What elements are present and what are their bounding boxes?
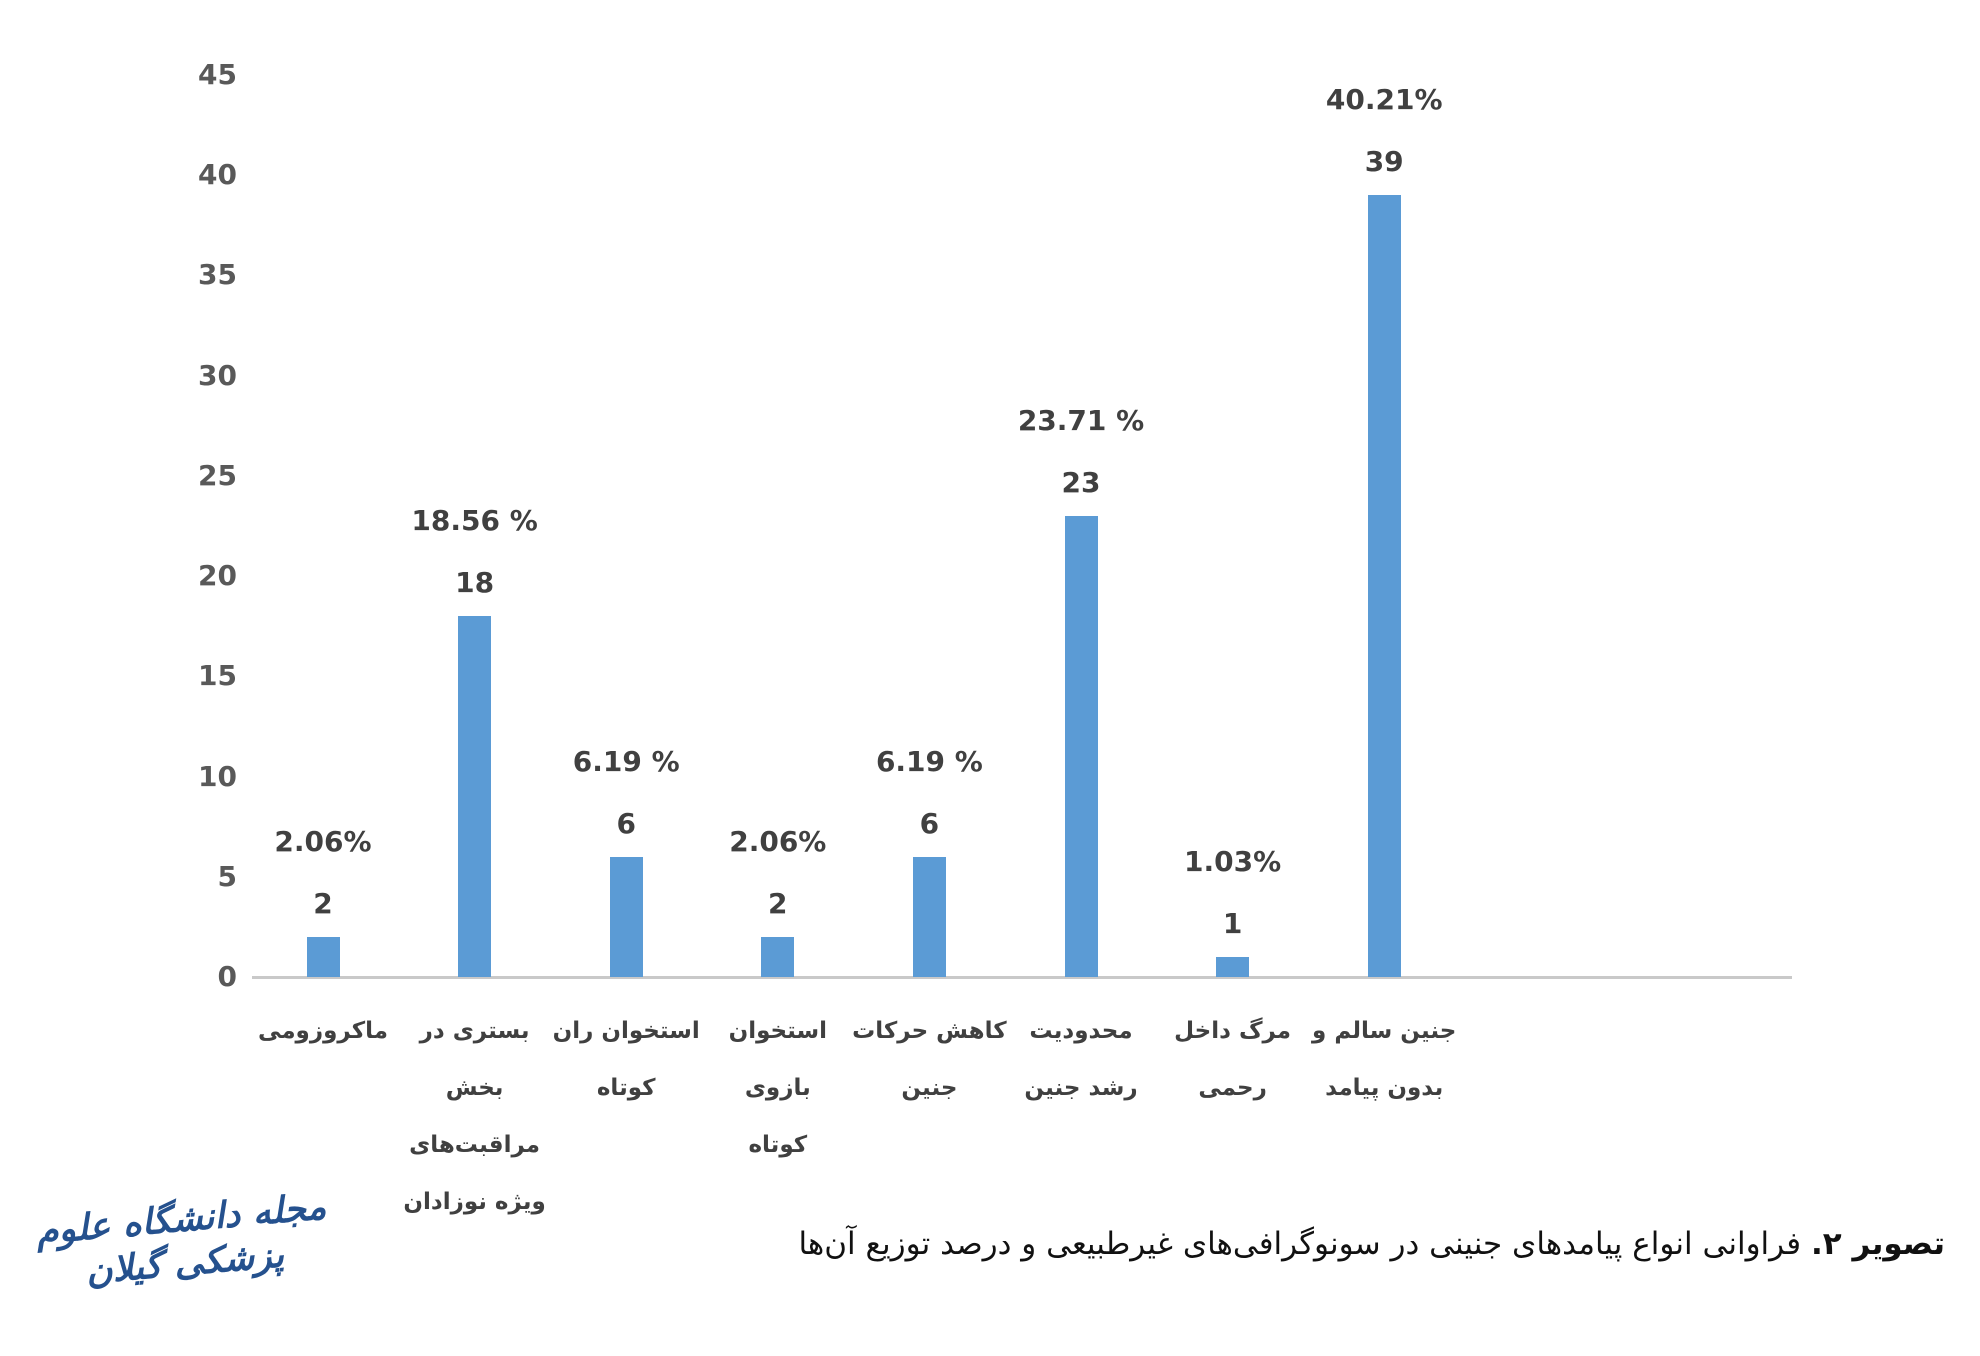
category-label: ماکروزومی — [258, 1018, 388, 1044]
y-tick-label: 0 — [217, 960, 237, 993]
bar-count-label: 18 — [455, 566, 495, 600]
bar-percent-label: 18.56 % — [411, 504, 538, 538]
bar — [458, 616, 492, 977]
figure-caption: تصویر ۲. فراوانی انواع پیامدهای جنینی در… — [798, 1222, 1945, 1266]
category-label: استخوان ران کوتاه — [552, 1018, 700, 1101]
bar-percent-label: 6.19 % — [875, 744, 983, 778]
bar-percent-label: 40.21% — [1325, 83, 1443, 117]
y-tick-label: 35 — [198, 258, 237, 292]
y-tick-label: 10 — [198, 759, 237, 793]
bar — [1367, 195, 1401, 977]
y-tick-label: 30 — [198, 358, 237, 392]
category-label: بستری در بخش مراقبت‌های ویژه نوزادان — [403, 1018, 546, 1215]
journal-logo: مجله دانشگاه علوم پزشکی گیلان — [34, 1186, 328, 1293]
bar — [1216, 956, 1250, 977]
bar — [912, 856, 946, 977]
category-label: استخوان بازوی کوتاه — [728, 1018, 827, 1158]
bar-count-label: 39 — [1364, 145, 1404, 179]
caption-number: تصویر ۲. — [1810, 1226, 1945, 1262]
category-label: مرگ داخل رحمی — [1174, 1018, 1292, 1101]
y-tick-label: 15 — [198, 659, 237, 693]
bar-count-label: 6 — [616, 806, 636, 840]
x-axis-line — [252, 976, 1792, 979]
bar-percent-label: 6.19 % — [572, 744, 680, 778]
bar-count-label: 1 — [1222, 906, 1243, 940]
bar-count-label: 23 — [1061, 465, 1101, 499]
y-tick-label: 40 — [198, 158, 237, 192]
caption-text: فراوانی انواع پیامدهای جنینی در سونوگراف… — [798, 1226, 1802, 1262]
bar — [761, 936, 795, 977]
bar-count-label: 2 — [313, 886, 333, 920]
y-tick-label: 45 — [198, 57, 237, 91]
bar — [306, 936, 340, 977]
bar-percent-label: 2.06% — [729, 824, 827, 858]
bar-percent-label: 2.06% — [274, 824, 372, 858]
y-tick-label: 25 — [198, 458, 237, 492]
bar-percent-label: 1.03% — [1184, 844, 1282, 878]
y-tick-label: 5 — [217, 859, 237, 893]
bar — [1064, 515, 1098, 977]
category-label: کاهش حرکات جنین — [852, 1018, 1007, 1101]
category-label: جنین سالم و بدون پیامد — [1312, 1018, 1457, 1101]
category-label: محدودیت رشد جنین — [1024, 1018, 1138, 1101]
bar-percent-label: 23.71 % — [1017, 403, 1145, 437]
y-tick-label: 20 — [198, 559, 237, 593]
bar — [609, 856, 643, 977]
bar-count-label: 2 — [768, 886, 788, 920]
bar-count-label: 6 — [919, 806, 940, 840]
